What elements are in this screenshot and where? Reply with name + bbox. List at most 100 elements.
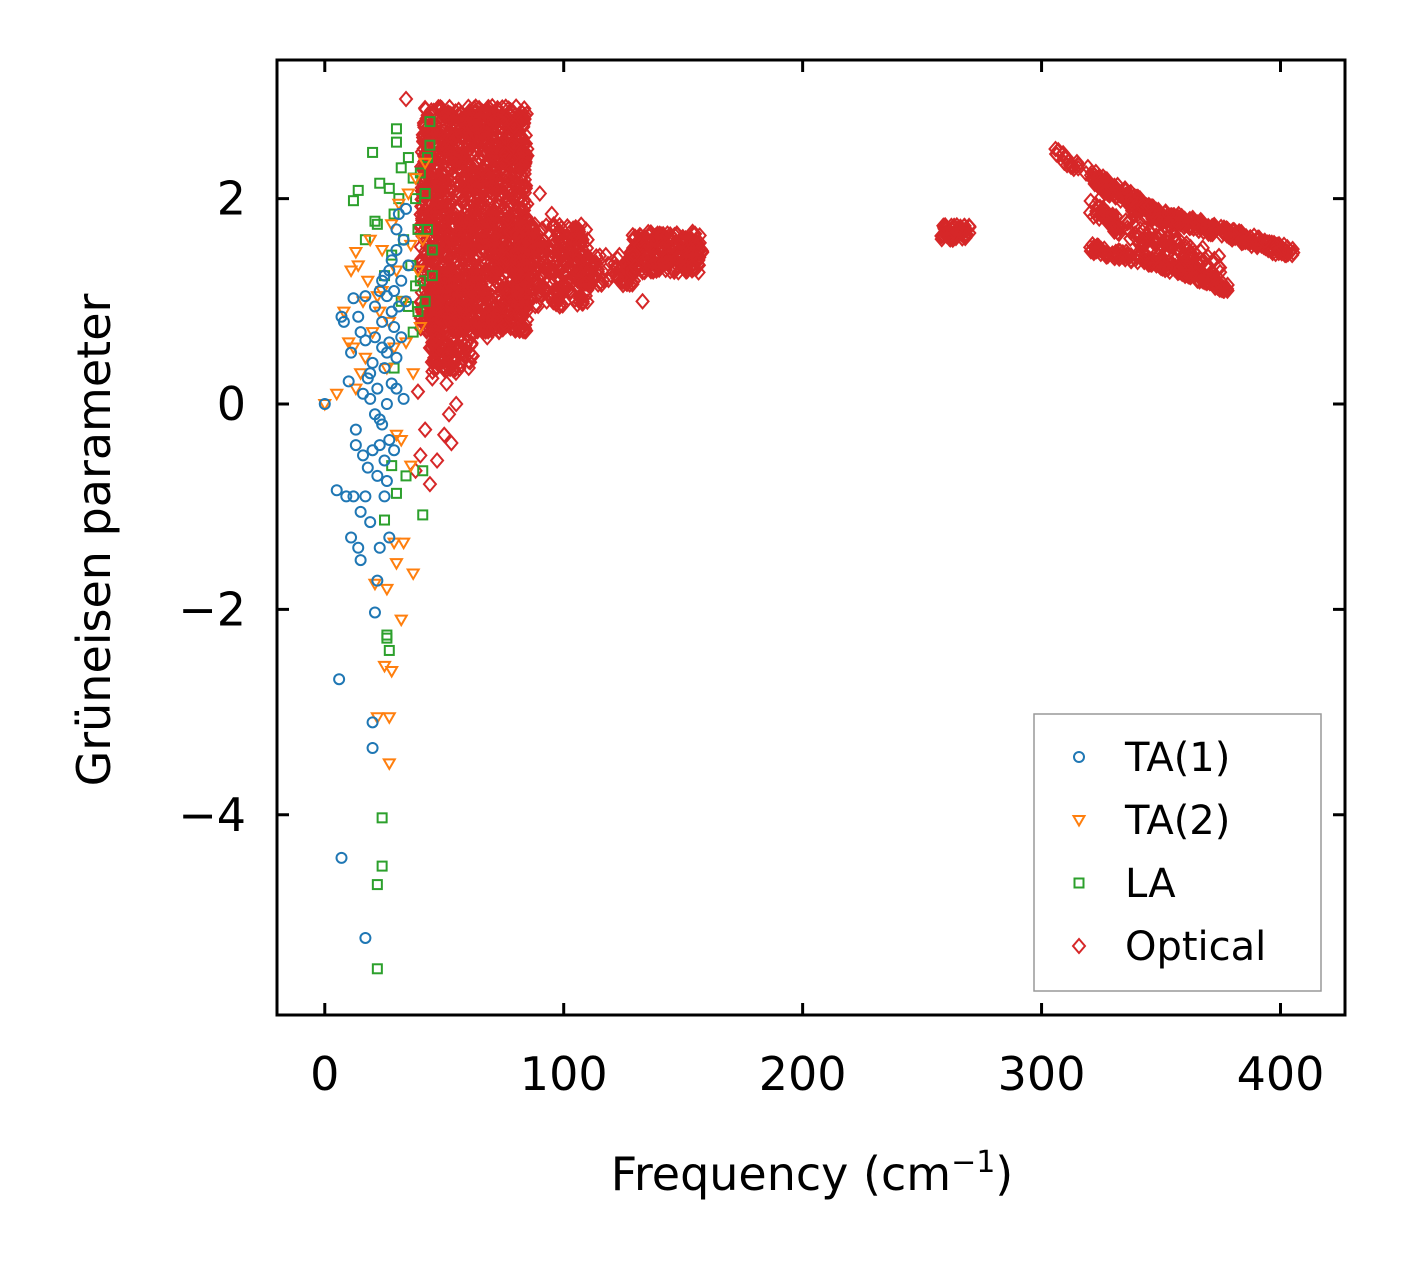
- data-point: [469, 152, 484, 171]
- data-point: [1135, 199, 1151, 217]
- data-point: [439, 374, 454, 393]
- data-point: [1124, 190, 1139, 208]
- data-point: [961, 217, 977, 235]
- data-point: [428, 296, 443, 315]
- data-point: [352, 184, 364, 196]
- data-point: [1089, 237, 1105, 255]
- data-point: [667, 226, 682, 244]
- data-point: [615, 273, 630, 291]
- data-point: [1268, 245, 1283, 263]
- data-point: [368, 606, 381, 619]
- data-point: [456, 189, 471, 208]
- data-point: [439, 233, 454, 251]
- data-point: [590, 275, 606, 294]
- data-point: [517, 197, 533, 215]
- data-point: [644, 232, 659, 250]
- data-point: [417, 509, 429, 521]
- data-point: [1192, 256, 1208, 274]
- data-point: [505, 136, 521, 154]
- data-point: [454, 215, 469, 233]
- data-point: [610, 269, 625, 287]
- data-point: [400, 470, 412, 482]
- series-ta1: [318, 202, 415, 944]
- data-point: [431, 150, 446, 168]
- data-point: [632, 231, 648, 249]
- y-tick-label: −4: [178, 788, 246, 842]
- data-point: [1227, 221, 1242, 240]
- data-point: [1182, 244, 1198, 262]
- data-point: [506, 117, 522, 135]
- data-point: [348, 247, 364, 260]
- data-point: [342, 375, 355, 388]
- data-point: [349, 439, 362, 452]
- data-point: [1216, 282, 1232, 300]
- data-point: [388, 208, 400, 220]
- data-point: [1151, 240, 1167, 258]
- data-point: [383, 644, 395, 656]
- data-point: [1161, 206, 1176, 224]
- data-point: [515, 111, 531, 129]
- data-point: [364, 367, 377, 380]
- data-point: [619, 275, 635, 293]
- data-point: [395, 274, 408, 287]
- legend-label: TA(2): [1124, 798, 1230, 844]
- data-point: [383, 433, 396, 446]
- data-point: [553, 280, 569, 298]
- data-point: [380, 475, 393, 488]
- data-point: [416, 206, 431, 224]
- series-optical: [398, 90, 1301, 493]
- data-point: [430, 156, 445, 174]
- data-point: [394, 614, 409, 628]
- data-point: [352, 310, 365, 323]
- data-point: [354, 505, 367, 518]
- data-point: [482, 213, 498, 231]
- data-point: [515, 177, 530, 195]
- data-point: [422, 475, 438, 493]
- x-tick-label: 300: [998, 1047, 1086, 1101]
- data-point: [1087, 175, 1103, 193]
- data-point: [376, 315, 389, 328]
- data-point: [1118, 212, 1134, 230]
- data-point: [627, 258, 643, 276]
- data-point: [444, 106, 459, 124]
- data-point: [484, 310, 500, 328]
- data-point: [555, 296, 571, 314]
- data-point: [483, 144, 499, 162]
- data-point: [436, 426, 452, 444]
- data-point: [413, 446, 428, 464]
- data-point: [347, 195, 359, 207]
- data-point: [519, 222, 534, 240]
- data-point: [417, 465, 429, 477]
- data-point: [1149, 234, 1165, 253]
- data-point: [551, 222, 567, 240]
- data-point: [424, 139, 436, 151]
- data-point: [456, 121, 471, 139]
- x-axis-title: Frequency (cm−1): [611, 1145, 1014, 1201]
- legend-marker: [1071, 815, 1087, 828]
- data-point: [434, 222, 450, 240]
- data-point: [486, 262, 502, 280]
- data-point: [397, 233, 410, 246]
- data-point: [395, 331, 408, 344]
- x-tick-label: 0: [310, 1047, 339, 1101]
- data-point: [1269, 236, 1285, 254]
- data-point: [1098, 244, 1114, 262]
- data-point: [371, 879, 383, 891]
- legend-marker: [1073, 751, 1085, 763]
- data-point: [457, 272, 472, 290]
- data-point: [470, 266, 485, 284]
- data-point: [499, 249, 514, 267]
- data-point: [1162, 263, 1178, 281]
- data-point: [537, 280, 553, 298]
- data-point: [438, 211, 454, 229]
- data-point: [467, 240, 483, 258]
- data-point: [349, 423, 362, 436]
- data-point: [390, 351, 403, 364]
- data-point: [455, 290, 470, 308]
- data-point: [475, 306, 490, 324]
- data-point: [390, 123, 402, 135]
- data-point: [360, 275, 376, 289]
- data-point: [510, 263, 525, 281]
- data-point: [1145, 205, 1161, 223]
- y-tick-label: 2: [217, 172, 246, 226]
